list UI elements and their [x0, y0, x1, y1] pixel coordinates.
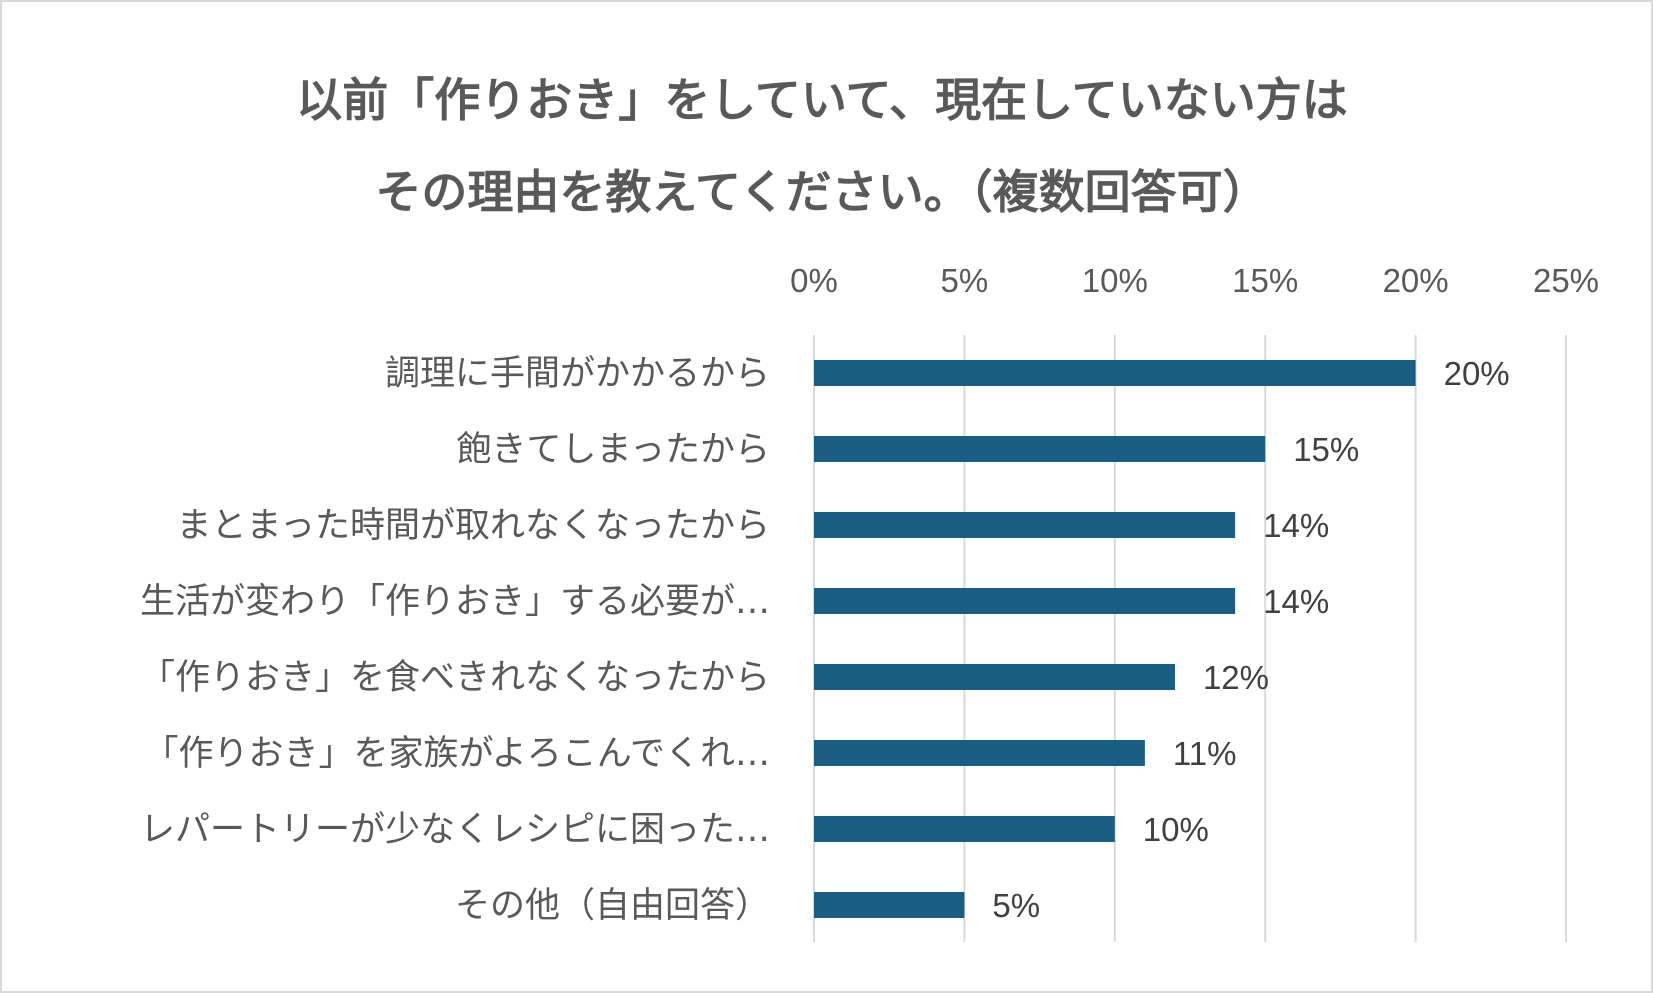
bar	[814, 892, 965, 918]
bar	[814, 512, 1236, 538]
bar	[814, 740, 1145, 766]
data-label: 14%	[1263, 583, 1329, 620]
chart-title-line-2: その理由を教えてください。（複数回答可）	[375, 165, 1268, 219]
category-label: 調理に手間がかかるから	[385, 354, 770, 394]
x-tick-label: 25%	[1533, 262, 1599, 299]
bars	[814, 360, 1416, 918]
chart-title-line-1: 以前「作りおき」をしていて、現在していない方は	[296, 73, 1348, 127]
data-label: 15%	[1293, 431, 1359, 468]
category-label: 飽きてしまったから	[456, 430, 770, 470]
data-label: 10%	[1143, 811, 1209, 848]
x-tick-label: 0%	[790, 262, 838, 299]
data-label: 14%	[1263, 507, 1329, 544]
x-tick-label: 20%	[1383, 262, 1449, 299]
category-label: レパートリーが少なくレシピに困った…	[140, 810, 770, 850]
bar	[814, 588, 1236, 614]
category-label: 生活が変わり「作りおき」する必要が…	[140, 582, 770, 622]
category-label: 「作りおき」を家族がよろこんでくれ…	[143, 734, 770, 774]
bar	[814, 436, 1266, 462]
category-label: まとまった時間が取れなくなったから	[176, 506, 770, 546]
x-tick-label: 10%	[1082, 262, 1148, 299]
data-label: 20%	[1444, 355, 1510, 392]
data-label: 5%	[992, 887, 1040, 924]
category-label: 「作りおき」を食べきれなくなったから	[140, 658, 770, 698]
x-tick-label: 15%	[1232, 262, 1298, 299]
category-labels: 調理に手間がかかるから飽きてしまったからまとまった時間が取れなくなったから生活が…	[140, 354, 770, 926]
gridlines	[813, 335, 1567, 942]
data-labels: 20% 15% 14% 14% 12% 11% 10% 5%	[992, 355, 1509, 924]
category-label: その他（自由回答）	[455, 886, 770, 926]
data-label: 11%	[1173, 735, 1237, 772]
x-axis-ticks: 0% 5% 10% 15% 20% 25%	[790, 262, 1599, 299]
bar	[814, 816, 1115, 842]
x-tick-label: 5%	[941, 262, 989, 299]
bar	[814, 360, 1416, 386]
bar	[814, 664, 1175, 690]
data-label: 12%	[1203, 659, 1269, 696]
